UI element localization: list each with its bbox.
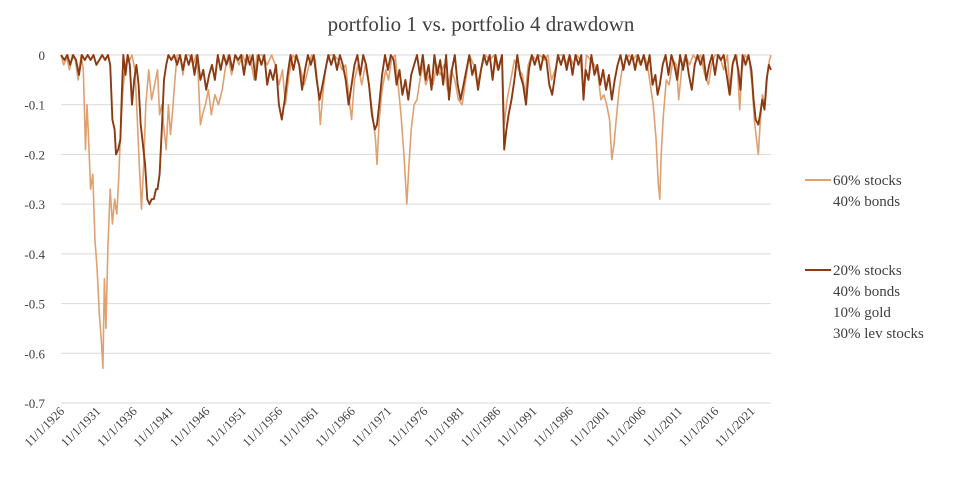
series-line-portfolio-4: [60, 54, 772, 206]
x-tick-label: 11/1/2006: [603, 404, 648, 449]
legend-label: 40% bonds: [833, 284, 900, 300]
legend: 60% stocks 40% bonds 20% stocks 40% bonds 10…: [805, 173, 924, 342]
y-tick-label: -0.2: [24, 147, 45, 162]
y-tick-label: -0.4: [24, 247, 45, 262]
legend-label: 60% stocks: [833, 173, 902, 189]
y-tick-label: 0: [39, 48, 46, 63]
y-tick-label: -0.5: [24, 297, 45, 312]
chart-title: portfolio 1 vs. portfolio 4 drawdown: [328, 12, 635, 36]
y-axis-tick-labels: 0 -0.1 -0.2 -0.3 -0.4 -0.5 -0.6 -0.7: [24, 48, 45, 411]
legend-label: 40% bonds: [833, 194, 900, 210]
gridlines: [61, 54, 771, 404]
y-tick-label: -0.3: [24, 197, 45, 212]
y-tick-label: -0.7: [24, 396, 45, 411]
y-tick-label: -0.6: [24, 346, 45, 361]
y-tick-label: -0.1: [24, 98, 45, 113]
legend-label: 10% gold: [833, 305, 891, 321]
legend-label: 30% lev stocks: [833, 326, 924, 342]
series-line-60-40: [60, 54, 772, 369]
legend-label: 20% stocks: [833, 263, 902, 279]
x-tick-label: 11/1/2021: [712, 404, 757, 449]
series-lines: [60, 54, 772, 369]
x-axis-tick-labels: 11/1/192611/1/193111/1/193611/1/194111/1…: [22, 404, 758, 449]
